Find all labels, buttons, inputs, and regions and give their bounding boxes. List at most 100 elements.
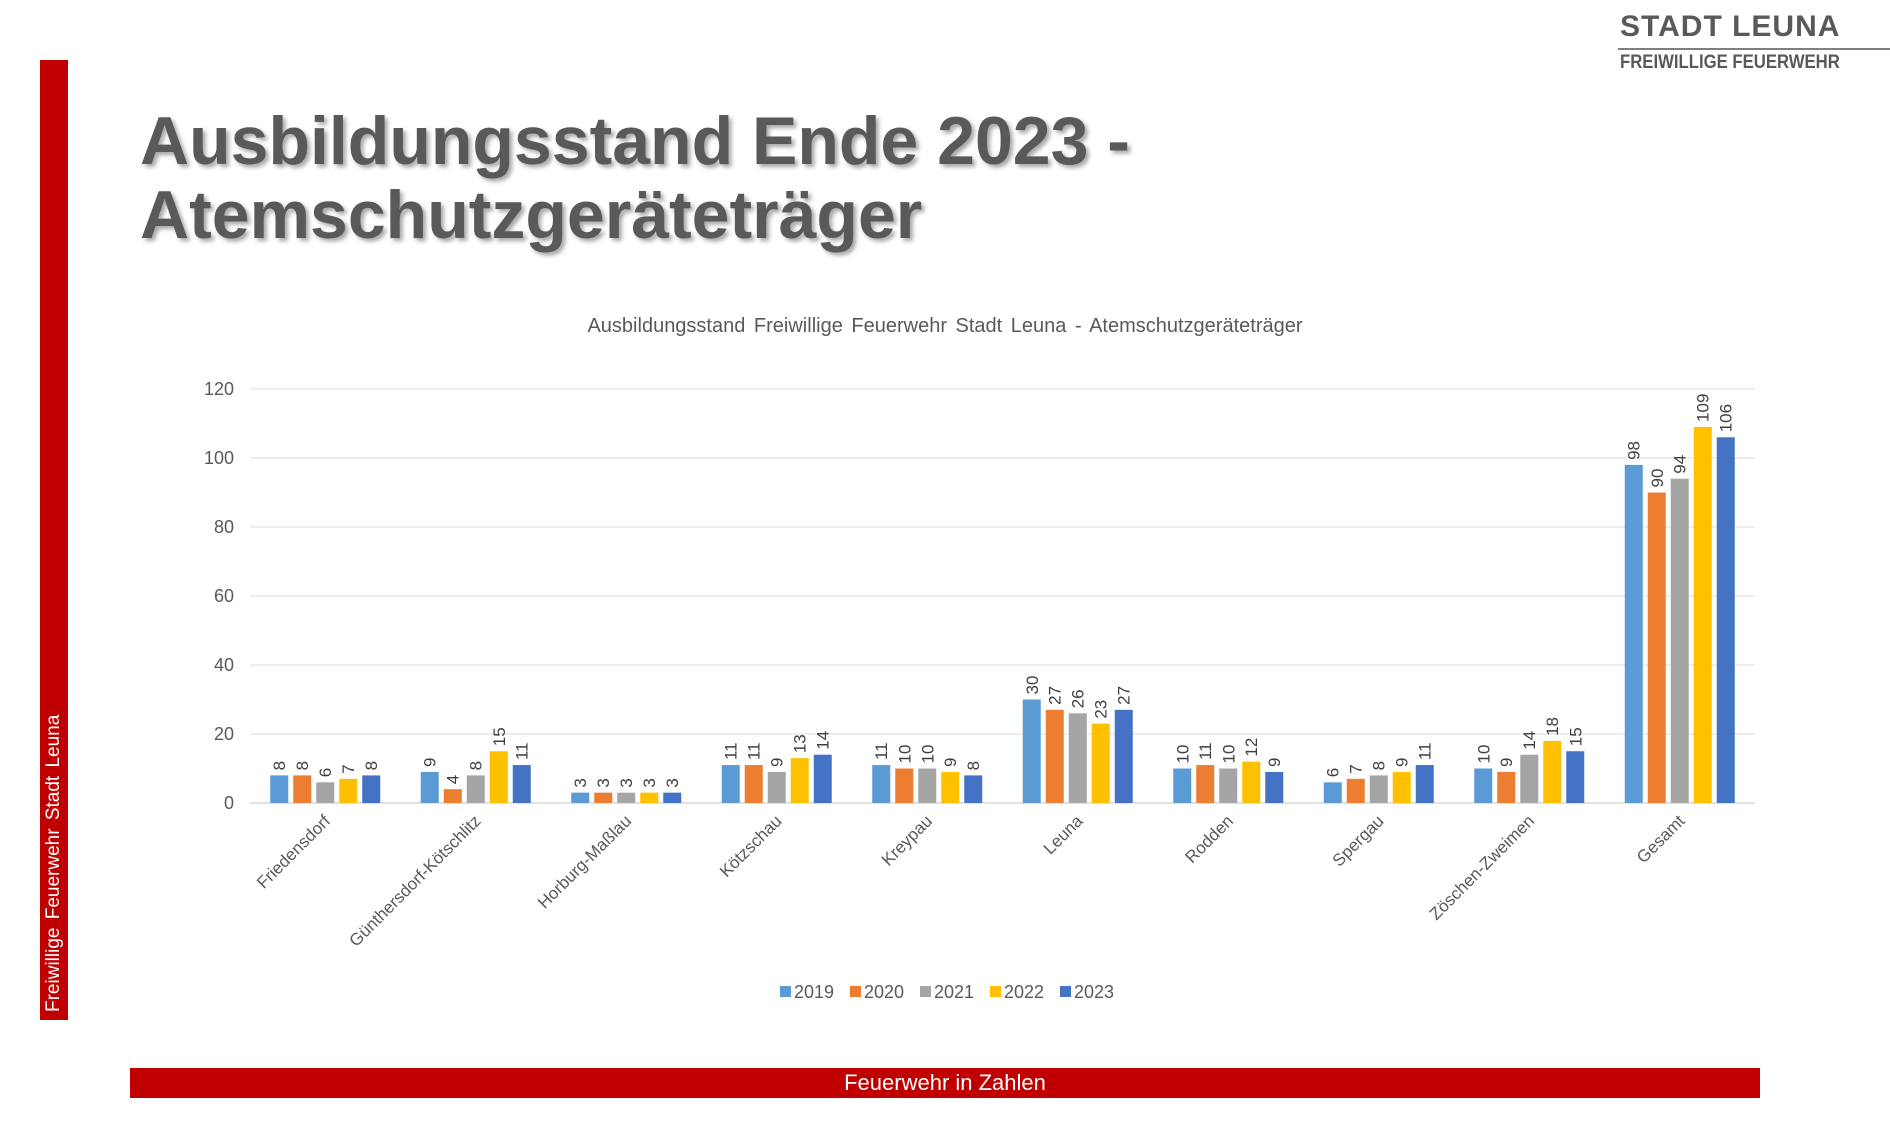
bar (1346, 778, 1365, 803)
bar (1624, 464, 1643, 803)
data-label: 11 (1196, 742, 1215, 760)
category-label: Friedensdorf (253, 811, 334, 892)
category-label: Kreypau (878, 811, 936, 869)
bars (270, 426, 1735, 803)
footer-text: Feuerwehr in Zahlen (844, 1070, 1046, 1095)
bar (489, 751, 508, 803)
bar (721, 765, 740, 803)
bar (1392, 771, 1411, 803)
data-label: 11 (1416, 742, 1435, 760)
data-label: 15 (490, 727, 509, 746)
legend-label: 2022 (1004, 982, 1044, 1002)
bar (1543, 740, 1562, 803)
brand-block: STADT LEUNA FREIWILLIGE FEUERWEHR (1618, 8, 1890, 74)
data-label: 8 (293, 761, 312, 770)
legend-label: 2021 (934, 982, 974, 1002)
brand-subtitle: FREIWILLIGE FEUERWEHR (1620, 52, 1840, 73)
data-label: 10 (1173, 745, 1192, 764)
data-label: 27 (1115, 686, 1134, 705)
data-label: 3 (663, 778, 682, 787)
legend-label: 2023 (1074, 982, 1114, 1002)
data-label: 90 (1648, 469, 1667, 488)
category-labels: Friedensdorf Günthersdorf-Kötschlitz Horbu… (253, 811, 1689, 950)
y-tick-label: 40 (214, 655, 234, 675)
data-label: 8 (467, 761, 486, 770)
legend: 2019 2020 2021 2022 2023 (780, 982, 1114, 1002)
data-label: 8 (270, 761, 289, 770)
data-label: 15 (1566, 727, 1585, 746)
y-axis-ticks: 0 20 40 60 80 100 120 (204, 379, 234, 813)
data-label: 3 (594, 778, 613, 787)
data-label: 12 (1242, 738, 1261, 757)
bar (1693, 426, 1712, 803)
bar (316, 782, 335, 803)
brand-name: STADT LEUNA (1620, 10, 1841, 43)
y-tick-label: 80 (214, 517, 234, 537)
category-label: Günthersdorf-Kötschlitz (346, 811, 485, 950)
bar (1670, 478, 1689, 803)
bar (512, 765, 531, 803)
legend-item: 2021 (920, 982, 974, 1002)
bar (339, 778, 358, 803)
bar (790, 758, 809, 803)
data-label: 10 (1219, 745, 1238, 764)
bar (1114, 709, 1133, 803)
data-label: 9 (1265, 757, 1284, 766)
legend-label: 2020 (864, 982, 904, 1002)
legend-swatch (990, 986, 1001, 997)
bar (1647, 492, 1666, 803)
bar (362, 775, 381, 803)
legend-item: 2019 (780, 982, 834, 1002)
bar (1045, 709, 1064, 803)
data-label: 7 (339, 764, 358, 773)
category-label: Rodden (1182, 811, 1238, 867)
bar (466, 775, 485, 803)
data-label: 7 (1347, 764, 1366, 773)
data-label: 13 (791, 734, 810, 753)
bar (767, 771, 786, 803)
data-label: 11 (722, 742, 741, 760)
data-label: 10 (918, 745, 937, 764)
data-label: 6 (1324, 768, 1343, 777)
bar (571, 792, 590, 803)
data-label: 14 (814, 731, 833, 750)
chart-title: Ausbildungsstand Freiwillige Feuerwehr S… (587, 315, 1302, 337)
data-label: 3 (640, 778, 659, 787)
data-label: 11 (745, 742, 764, 760)
data-label: 8 (1370, 761, 1389, 770)
legend-swatch (780, 986, 791, 997)
bar (918, 768, 937, 803)
data-label: 9 (1393, 757, 1412, 766)
slide-title-line1: Ausbildungsstand Ende 2023 - (140, 103, 1130, 179)
data-label: 30 (1023, 676, 1042, 695)
legend-swatch (920, 986, 931, 997)
data-label: 11 (513, 742, 532, 760)
bar (1716, 437, 1735, 803)
data-label: 9 (768, 757, 787, 766)
legend-item: 2022 (990, 982, 1044, 1002)
bar (1497, 771, 1516, 803)
y-tick-label: 60 (214, 586, 234, 606)
bar (941, 771, 960, 803)
side-banner (40, 60, 68, 1020)
footer-banner: Feuerwehr in Zahlen (130, 1068, 1760, 1098)
legend-swatch (850, 986, 861, 997)
bar (1474, 768, 1493, 803)
bar (640, 792, 659, 803)
legend-item: 2020 (850, 982, 904, 1002)
slide-title: Ausbildungsstand Ende 2023 - Atemschutzg… (140, 104, 1130, 252)
data-label: 8 (964, 761, 983, 770)
data-label: 3 (571, 778, 590, 787)
category-label: Kötzschau (716, 811, 786, 881)
bar (1323, 782, 1342, 803)
category-label: Horburg-Maßlau (534, 811, 635, 912)
y-tick-label: 100 (204, 448, 234, 468)
bar (617, 792, 636, 803)
legend-label: 2019 (794, 982, 834, 1002)
category-label: Spergau (1329, 811, 1388, 870)
bar (1566, 751, 1585, 803)
y-tick-label: 120 (204, 379, 234, 399)
slide-title-line2: Atemschutzgeräteträger (140, 177, 923, 253)
